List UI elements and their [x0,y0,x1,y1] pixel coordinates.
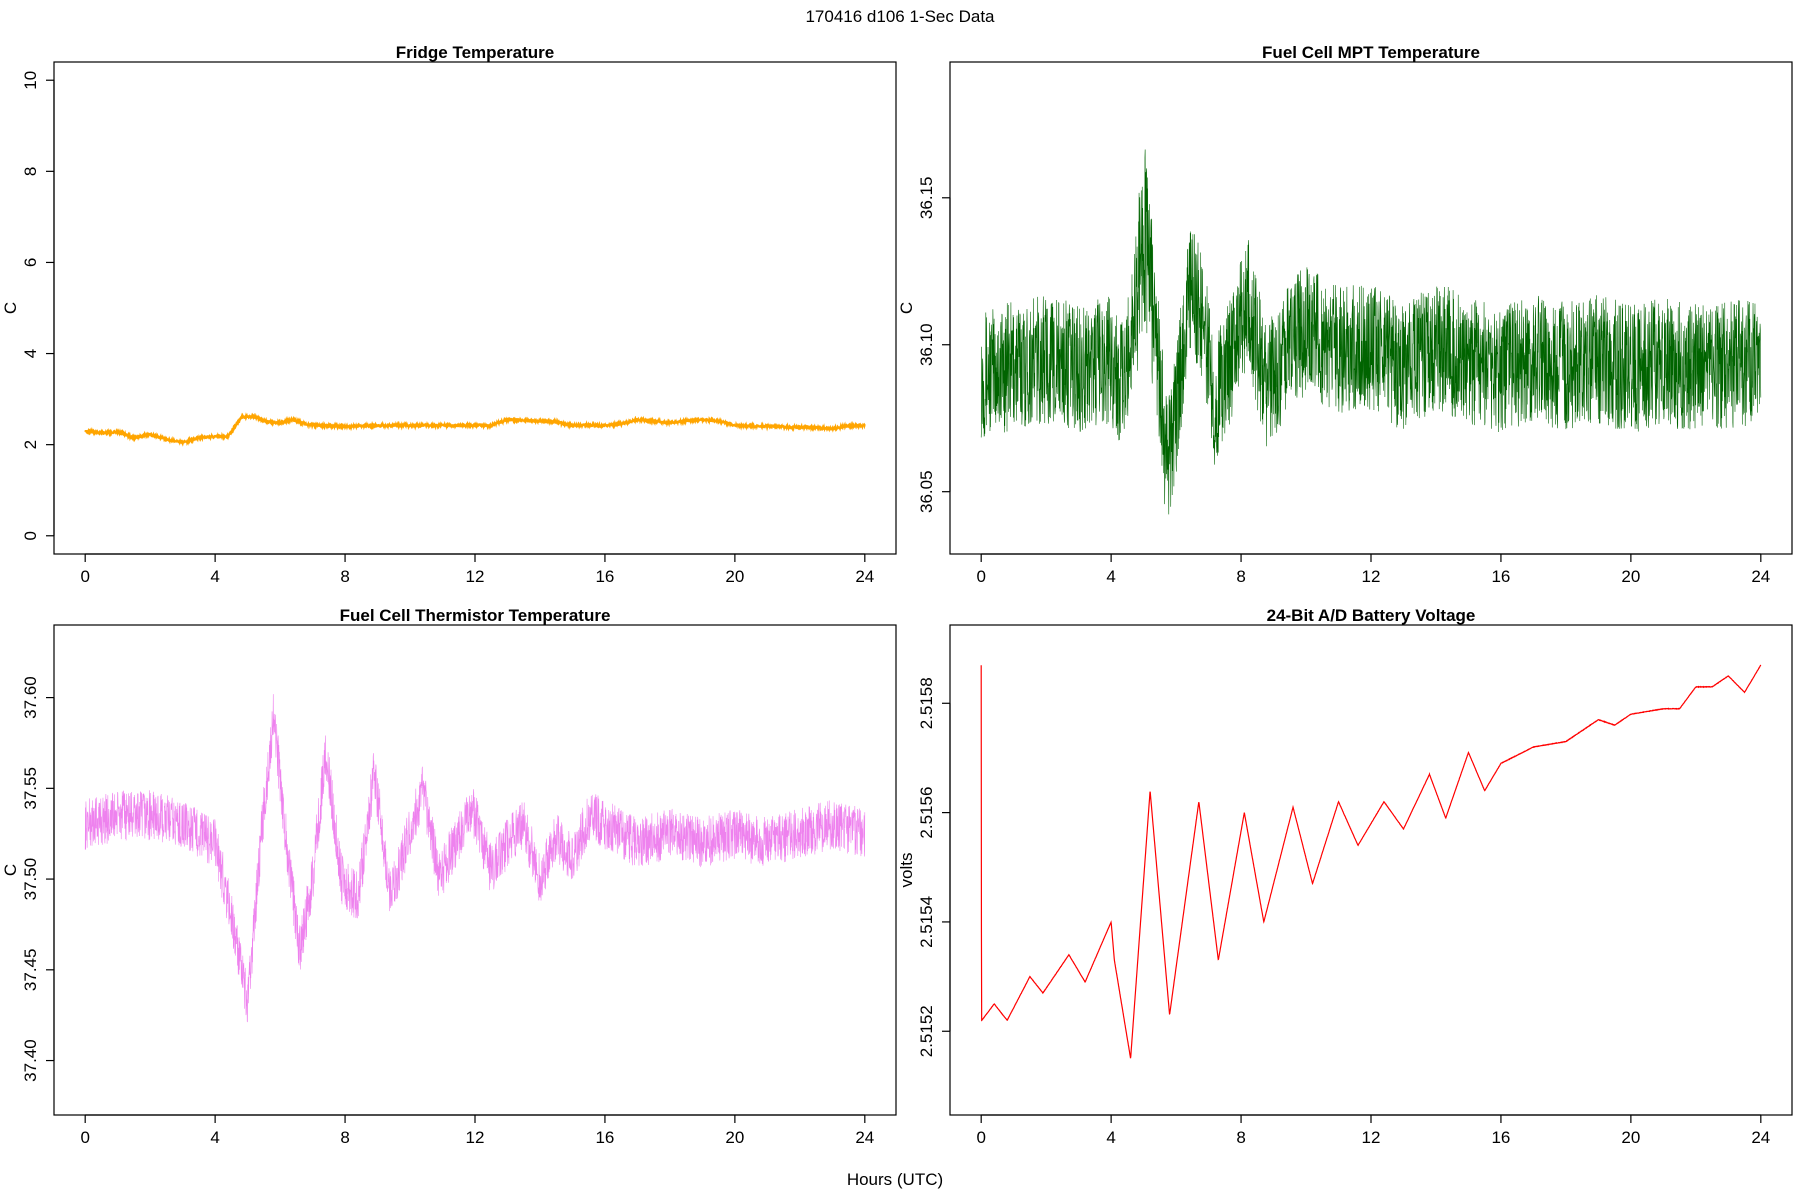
y-tick-label: 37.60 [21,676,40,719]
x-tick-label: 0 [80,567,89,586]
x-tick-label: 24 [1751,1128,1770,1147]
x-tick-label: 20 [1621,1128,1640,1147]
x-tick-label: 20 [725,567,744,586]
shared-x-axis-label: Hours (UTC) [847,1170,943,1189]
y-tick-label: 37.50 [21,858,40,901]
y-tick-label: 4 [21,349,40,358]
y-tick-label: 2.5152 [917,1005,936,1057]
y-axis-label: volts [897,853,916,888]
x-tick-label: 16 [595,567,614,586]
x-tick-label: 24 [1751,567,1770,586]
x-tick-label: 16 [1491,567,1510,586]
y-tick-label: 0 [21,531,40,540]
y-axis-label: C [897,302,916,314]
panel-title: Fridge Temperature [396,43,554,62]
y-tick-label: 36.05 [917,470,936,513]
x-tick-label: 0 [976,567,985,586]
x-tick-label: 12 [466,567,485,586]
y-tick-label: 37.45 [21,949,40,992]
x-tick-label: 4 [1106,1128,1115,1147]
series-line [84,694,866,1023]
x-tick-label: 20 [725,1128,744,1147]
panel-fuel-cell-mpt-temperature: Fuel Cell MPT Temperature C 0 4 8 12 16 20 24 36.… [897,43,1793,586]
plot-frame [949,624,1793,1116]
x-tick-label: 12 [1362,1128,1381,1147]
y-tick-label: 2.5158 [917,677,936,729]
y-tick-label: 36.10 [917,323,936,366]
x-tick-label: 24 [855,567,874,586]
main-title: 170416 d106 1-Sec Data [805,7,995,26]
x-tick-label: 4 [1106,567,1115,586]
y-tick-label: 37.55 [21,767,40,810]
x-tick-label: 20 [1621,567,1640,586]
y-tick-label: 37.40 [21,1039,40,1082]
y-axis-label: C [1,864,20,876]
y-tick-label: 8 [21,167,40,176]
x-tick-label: 8 [1236,567,1245,586]
y-tick-label: 2 [21,440,40,449]
y-tick-label: 2.5156 [917,787,936,839]
panel-title: Fuel Cell Thermistor Temperature [340,606,611,625]
series-line [980,664,1762,1059]
x-tick-label: 0 [976,1128,985,1147]
x-tick-label: 4 [210,567,219,586]
x-tick-label: 12 [1362,567,1381,586]
x-tick-label: 4 [210,1128,219,1147]
plot-frame [53,61,897,555]
x-tick-label: 24 [855,1128,874,1147]
y-tick-label: 10 [21,71,40,90]
plot-frame [949,61,1793,555]
y-axis-label: C [1,302,20,314]
y-tick-label: 2.5154 [917,896,936,948]
series-line [84,412,866,447]
y-tick-label: 36.15 [917,177,936,220]
panel-title: Fuel Cell MPT Temperature [1262,43,1480,62]
x-tick-label: 12 [466,1128,485,1147]
x-tick-label: 16 [1491,1128,1510,1147]
x-tick-label: 8 [340,1128,349,1147]
plot-frame [53,624,897,1116]
panel-title: 24-Bit A/D Battery Voltage [1267,606,1476,625]
panel-fuel-cell-thermistor-temperature: Fuel Cell Thermistor Temperature C 0 4 8 12 16… [1,606,897,1147]
x-tick-label: 8 [340,567,349,586]
x-tick-label: 8 [1236,1128,1245,1147]
series-line [980,149,1762,515]
panel-battery-voltage: 24-Bit A/D Battery Voltage volts 0 4 8 12 16 20… [897,606,1793,1147]
x-tick-label: 0 [80,1128,89,1147]
x-tick-label: 16 [595,1128,614,1147]
y-tick-label: 6 [21,258,40,267]
